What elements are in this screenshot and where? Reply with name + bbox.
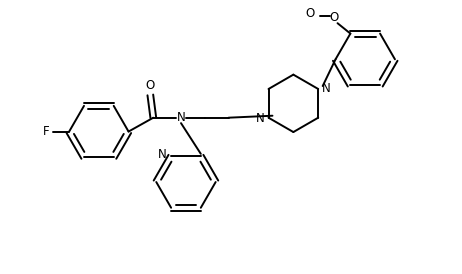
Text: N: N bbox=[158, 148, 167, 161]
Text: F: F bbox=[43, 125, 49, 138]
Text: N: N bbox=[322, 82, 331, 95]
Text: N: N bbox=[176, 111, 185, 124]
Text: N: N bbox=[255, 112, 264, 125]
Text: O: O bbox=[305, 7, 315, 20]
Text: O: O bbox=[329, 11, 339, 24]
Text: O: O bbox=[146, 79, 155, 92]
